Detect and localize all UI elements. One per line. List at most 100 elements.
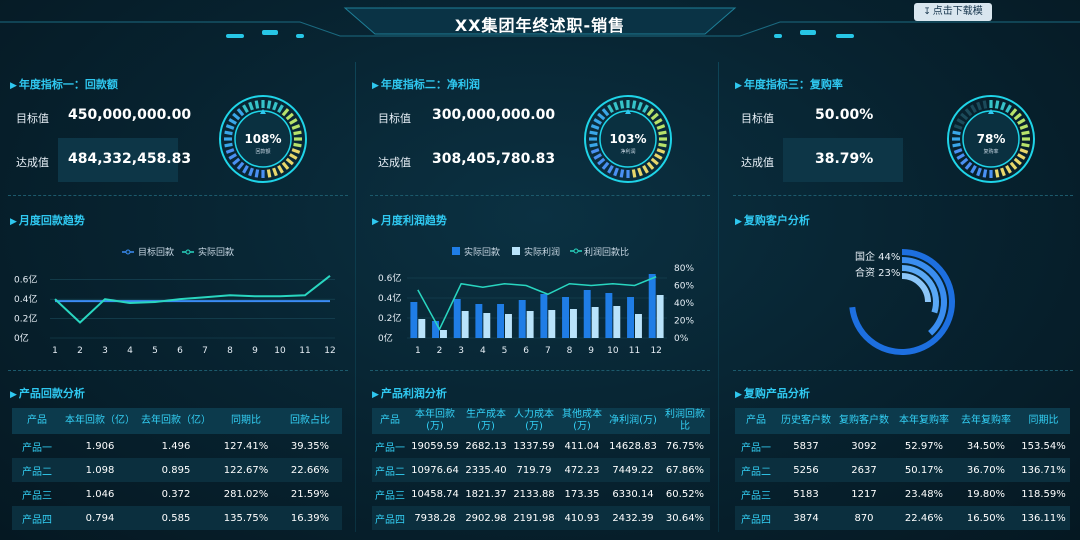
radial-legend-label: 合资 23% [855,266,900,279]
gauge-tick [642,104,649,113]
gauge-tick [1021,142,1030,148]
column-header: 回款占比 [278,408,342,434]
gauge-tick [619,100,625,109]
table-cell: 153.54% [1021,440,1066,452]
bar-actual-payment [627,297,634,338]
table-cell: 22.46% [893,506,955,530]
gauge-tick [964,108,973,117]
actual-label: 达成值 [378,156,411,169]
table-cell: 67.86% [660,458,710,482]
gauge-tick [590,148,600,154]
gauge-tick [601,161,610,170]
gauge-tick [982,169,988,178]
gauge-percent: 103% [609,132,646,146]
gauge-tick [654,153,663,160]
gauge-tick [228,118,237,125]
gauge-tick [960,157,969,166]
triangle-right-icon: ▶ [10,390,17,400]
gauge-tick [650,112,659,121]
gauge-tick [590,124,600,130]
gauge-tick [597,157,606,166]
legend-label: 利润回款比 [584,246,629,258]
gauge-tick [225,148,235,154]
gauge-tick [285,112,294,121]
x-tick-label: 4 [127,346,133,356]
gauge-tick [952,142,961,148]
gauge-sublabel: 净利润 [620,148,635,155]
product-name-cell: 产品二 [372,458,408,482]
product-name-cell: 产品三 [22,490,52,502]
table-cell: 281.02% [223,488,269,500]
header-frame [0,7,1080,38]
bar-actual-profit [526,311,534,338]
table-cell: 127.41% [223,440,269,452]
gauge-tick [650,157,659,166]
column-header: 去年复购率 [955,408,1017,434]
table-cell: 870 [835,506,893,530]
divider [8,195,348,196]
download-arrow-icon: ↧ [923,7,931,17]
section-title: ▶ 年度指标二：净利润 [372,76,480,92]
gauge-tick [970,165,977,174]
gauge-tick [242,104,249,113]
series-line [54,275,331,324]
download-button[interactable]: ↧ 点击下载模 [914,3,992,21]
column-header: 历史客户数 [777,408,835,434]
x-tick-label: 5 [502,346,508,356]
triangle-right-icon: ▶ [735,217,742,227]
gauge-tick [956,118,965,125]
gauge-percent: 78% [977,132,1006,146]
gauge-tick [631,100,637,109]
download-button-label: 点击下载模 [932,6,983,17]
gauge-tick [593,153,602,160]
x-tick-label: 5 [152,346,158,356]
gauge-pointer-icon [988,109,994,114]
section-title-text: 月度利润趋势 [380,214,447,227]
section-title: ▶ 产品利润分析 [372,385,447,401]
table-cell: 14628.83 [609,440,657,452]
gauge-tick [228,153,237,160]
actual-value: 308,405,780.83 [432,151,556,167]
y2-tick-label: 80% [674,264,694,274]
gauge-tick [266,100,272,109]
bar-actual-payment [583,290,591,338]
bar-actual-payment [518,300,526,338]
gauge-tick [656,148,666,154]
y2-tick-label: 20% [674,317,694,327]
table-cell: 3092 [851,440,877,452]
gauge-tick [1017,118,1026,125]
divider [370,195,710,196]
table-cell: 1.906 [85,440,115,452]
kpi-panel-repurchase: ▶ 年度指标三：复购率 目标值 50.00% 达成值 38.79% 78% 复购率 [725,62,1080,192]
gauge-tick [994,100,1000,109]
table-cell: 2335.40 [462,458,510,482]
x-tick-label: 7 [202,346,208,356]
y-tick-label: 0.6亿 [378,272,401,284]
x-tick-label: 1 [415,346,421,356]
gauge-tick [631,169,637,178]
triangle-right-icon: ▶ [372,390,379,400]
table-cell: 5183 [793,488,819,500]
gauge-sublabel: 回款额 [255,148,270,155]
table-cell: 136.71% [1017,458,1070,482]
gauge-tick [1013,157,1022,166]
column-header: 净利润(万) [606,408,660,434]
gauge-tick [654,118,663,125]
table-cell: 16.39% [278,506,342,530]
table-header-row: 产品 本年回款(万) 生产成本(万) 人力成本(万) 其他成本(万) 净利润(万) 利润回款… [372,408,710,434]
gauge-tick [289,118,298,125]
page-title: XX集团年终述职-销售 [454,16,626,35]
section-title-text: 产品回款分析 [18,387,85,400]
y-tick-label: 0.4亿 [14,293,37,305]
product-name-cell: 产品一 [22,442,52,454]
x-tick-label: 4 [480,346,486,356]
table-row: 产品二 5256 2637 50.17% 36.70% 136.71% [735,458,1070,482]
legend-label: 实际利润 [524,246,560,258]
product-payment-table: 产品 本年回款（亿） 去年回款（亿） 同期比 回款占比 产品一 1.906 1.496 127.… [12,408,342,530]
product-profit-table: 产品 本年回款(万) 生产成本(万) 人力成本(万) 其他成本(万) 净利润(万) 利润回款… [372,408,710,530]
kpi-panel-payment: ▶ 年度指标一：回款额 目标值 450,000,000.00 达成值 484,33… [0,62,355,192]
bar-actual-payment [410,302,418,338]
section-title: ▶ 产品回款分析 [10,385,85,401]
gauge-tick [593,118,602,125]
table-cell: 1217 [851,488,877,500]
